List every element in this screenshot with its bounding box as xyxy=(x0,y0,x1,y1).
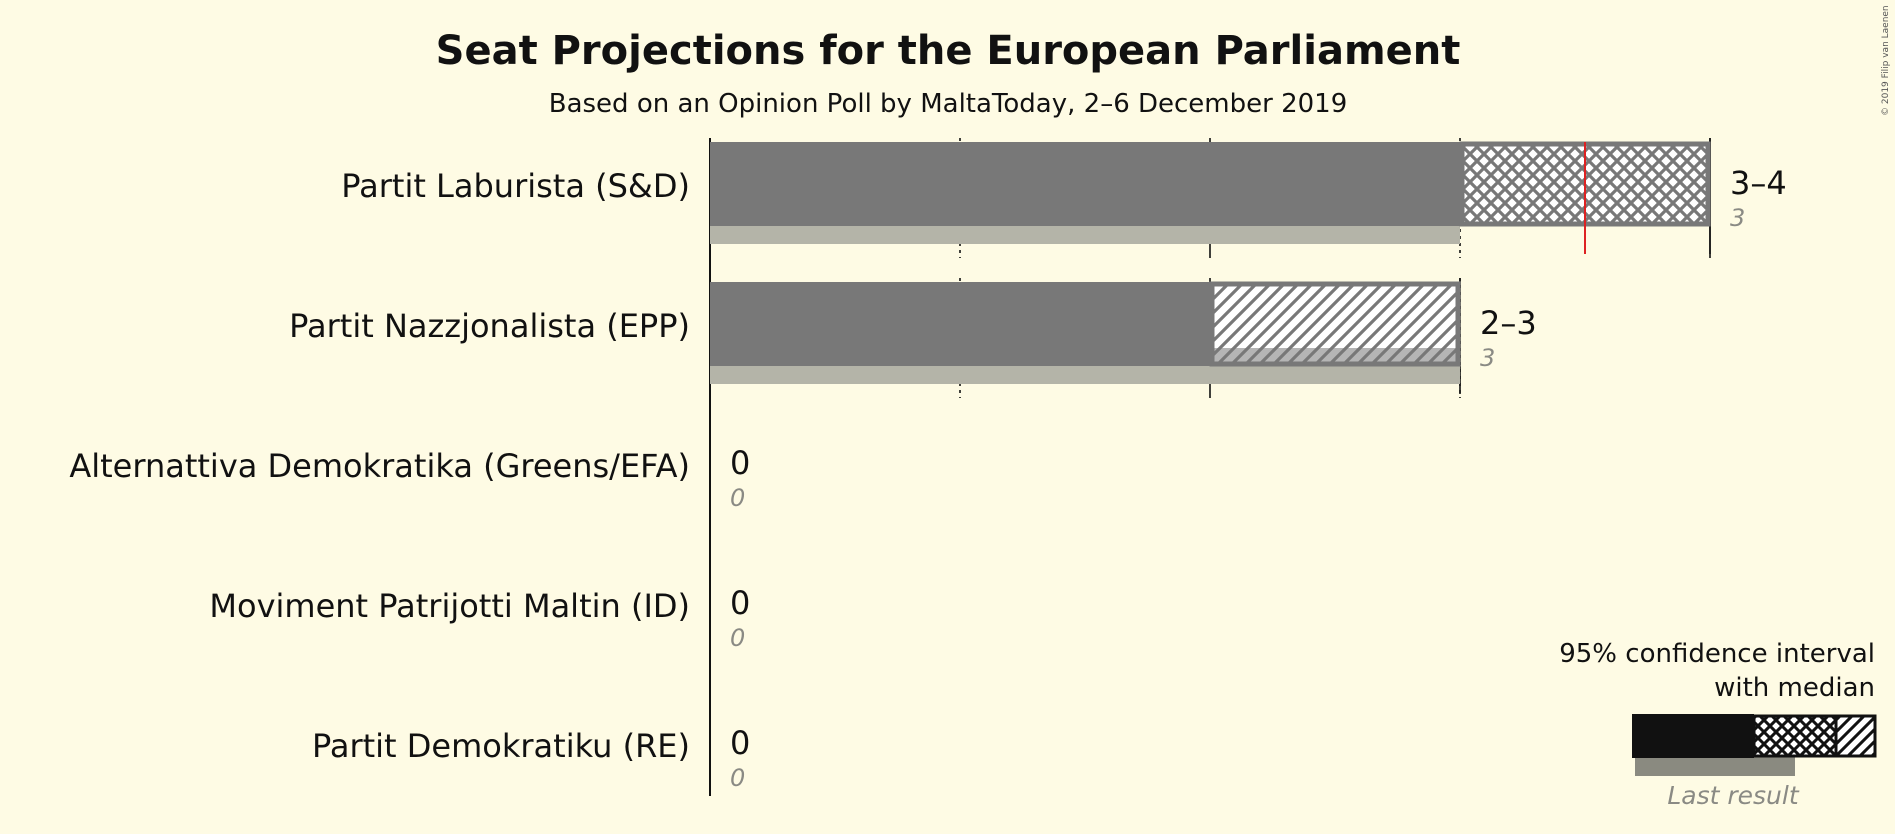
last-result-bar xyxy=(710,226,1460,244)
legend-solid-bar xyxy=(1632,714,1754,758)
copyright-text: © 2019 Filip van Laenen xyxy=(1881,5,1891,116)
party-label: Partit Demokratiku (RE) xyxy=(312,727,690,765)
party-label: Partit Laburista (S&D) xyxy=(341,167,690,205)
party-label: Moviment Patrijotti Maltin (ID) xyxy=(209,587,690,625)
last-result-label: 0 xyxy=(730,484,745,512)
last-result-overlay xyxy=(1210,348,1460,366)
seat-range-label: 0 xyxy=(730,584,750,622)
chart-subtitle: Based on an Opinion Poll by MaltaToday, … xyxy=(549,89,1348,119)
legend: 95% confidence interval with median Last… xyxy=(1559,639,1877,810)
last-result-label: 0 xyxy=(730,764,745,792)
chart-title: Seat Projections for the European Parlia… xyxy=(436,28,1461,74)
legend-line-1: 95% confidence interval xyxy=(1559,639,1875,669)
seat-range-label: 2–3 xyxy=(1480,304,1537,342)
legend-single-hatch xyxy=(1834,714,1877,758)
seat-range-label: 0 xyxy=(730,444,750,482)
seat-range-label: 0 xyxy=(730,724,750,762)
last-result-bar xyxy=(710,366,1460,384)
party-label: Alternattiva Demokratika (Greens/EFA) xyxy=(69,447,690,485)
legend-last-result-bar xyxy=(1635,754,1795,776)
bars-layer xyxy=(710,141,1711,384)
last-result-label: 3 xyxy=(1480,344,1495,372)
legend-cross-hatch xyxy=(1752,714,1838,758)
seat-range-label: 3–4 xyxy=(1730,164,1787,202)
legend-last-result-label: Last result xyxy=(1667,781,1799,810)
last-result-label: 0 xyxy=(730,624,745,652)
party-label: Partit Nazzjonalista (EPP) xyxy=(289,307,690,345)
last-result-label: 3 xyxy=(1730,204,1745,232)
ci-solid-bar xyxy=(710,282,1210,366)
legend-line-2: with median xyxy=(1714,673,1875,703)
ci-solid-bar xyxy=(710,142,1460,226)
